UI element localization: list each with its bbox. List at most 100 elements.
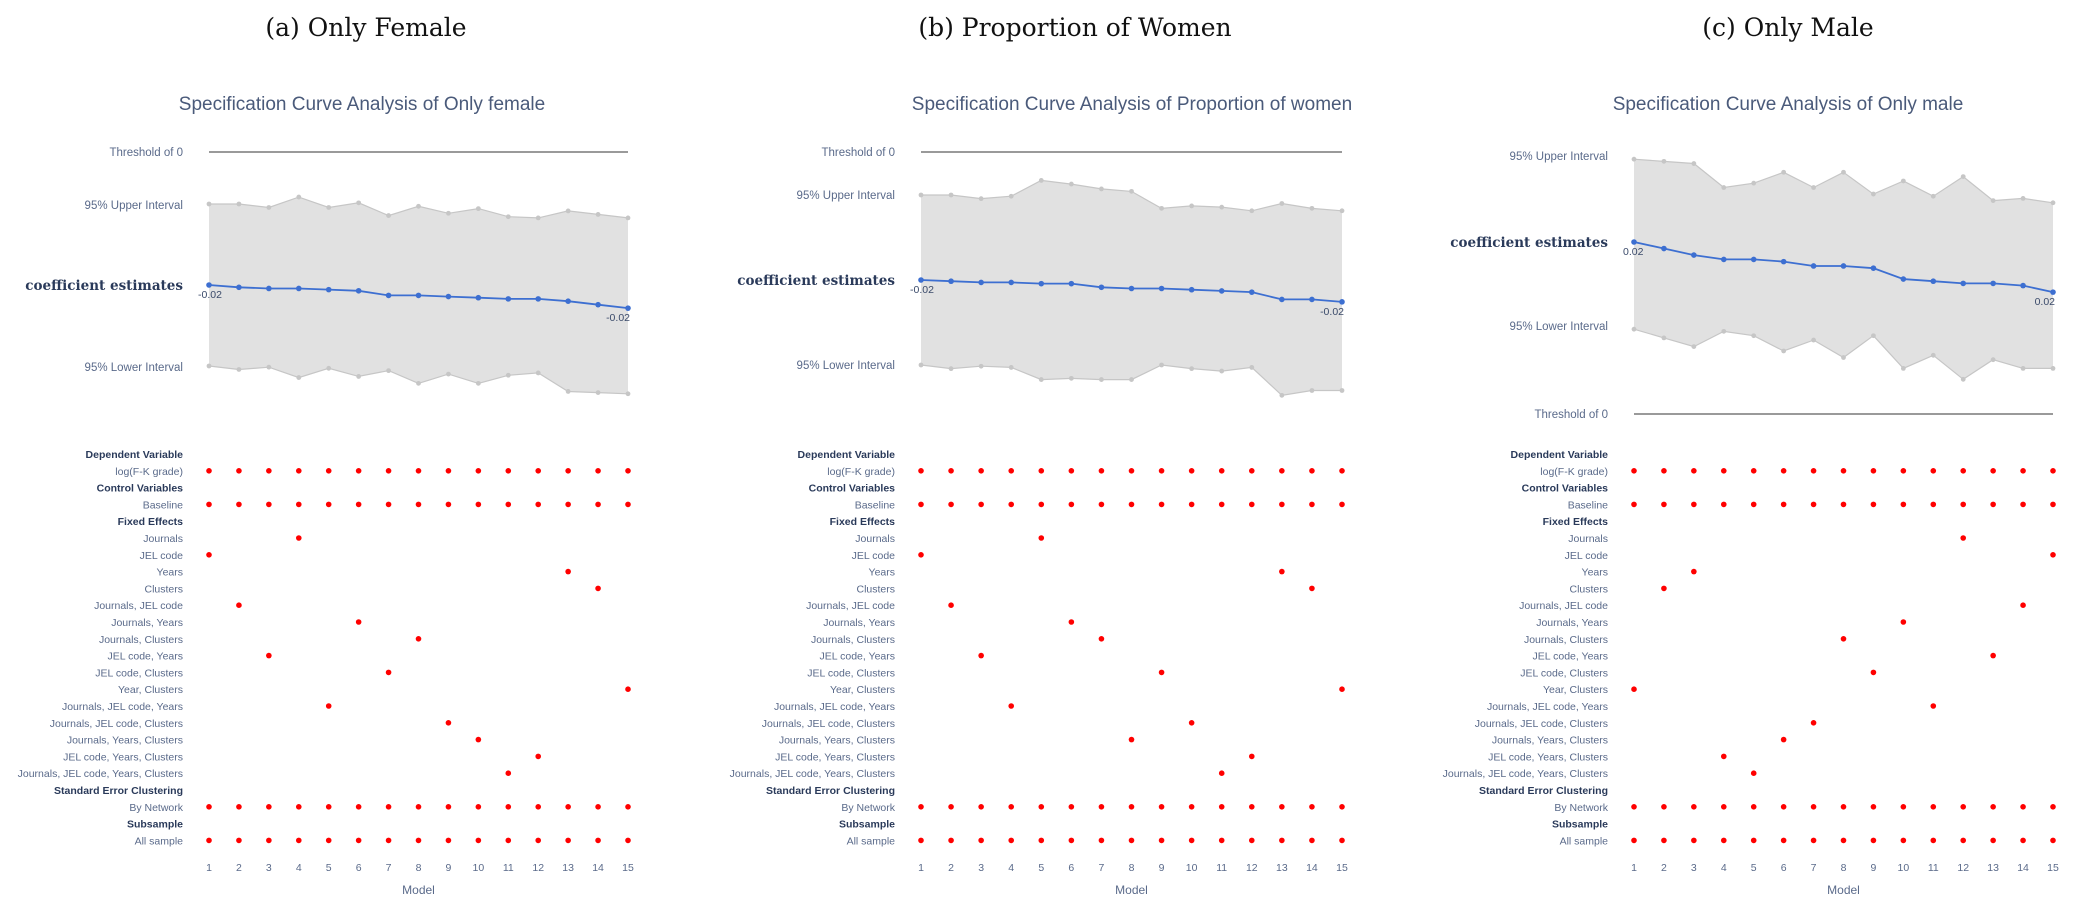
x-tick-label: 4: [296, 862, 302, 874]
spec-dot: [1930, 837, 1937, 844]
spec-group-header: Dependent Variable: [1511, 449, 1609, 461]
spec-dot: [1098, 837, 1105, 844]
spec-dot: [1720, 753, 1727, 760]
spec-group-header: Standard Error Clustering: [54, 785, 183, 797]
spec-dot: [1218, 501, 1225, 508]
spec-row-label: Clusters: [1569, 583, 1608, 595]
spec-dot: [1248, 468, 1255, 474]
spec-row-label: Journals, Clusters: [99, 634, 183, 646]
coefficient-point: [1840, 263, 1847, 269]
spec-group-header: Subsample: [127, 819, 183, 831]
x-tick-label: 2: [948, 862, 954, 874]
spec-dot: [948, 468, 954, 474]
lower-interval-line-point: [1930, 352, 1936, 358]
x-tick-label: 14: [1306, 862, 1318, 874]
spec-row-label: Journals, Years, Clusters: [1492, 735, 1608, 747]
spec-dot: [1309, 468, 1315, 474]
spec-row-label: Journals, JEL code, Years: [774, 701, 895, 713]
spec-dot: [2050, 837, 2056, 844]
lower-interval-line-point: [1631, 326, 1637, 332]
lower-interval-line-point: [386, 368, 391, 374]
spec-dot: [1128, 501, 1135, 508]
spec-dot: [1661, 468, 1667, 474]
spec-row-label: JEL code, Clusters: [807, 667, 895, 679]
panel-3: (c) Only Male Specification Curve Analysi…: [1443, 13, 2059, 897]
upper-interval-line-point: [1279, 201, 1285, 206]
upper-interval-line-point: [326, 205, 332, 210]
spec-row-label: Baseline: [1568, 499, 1608, 511]
spec-dot: [1930, 501, 1937, 508]
lower-interval-line-point: [1811, 337, 1816, 343]
coefficient-point: [475, 294, 482, 301]
spec-row-label: All sample: [847, 835, 896, 847]
coefficient-point: [1691, 252, 1697, 258]
spec-dot: [948, 501, 954, 508]
lower-interval-line-point: [1099, 377, 1104, 382]
x-tick-label: 7: [386, 862, 392, 874]
spec-dot: [535, 501, 542, 508]
chart-title: Specification Curve Analysis of Proporti…: [912, 94, 1352, 115]
spec-dot: [206, 468, 212, 474]
spec-dot: [2050, 468, 2056, 474]
spec-dot: [385, 804, 392, 810]
upper-interval-line-point: [1871, 191, 1876, 197]
spec-dot: [595, 585, 601, 592]
spec-row-label: JEL code: [852, 550, 896, 562]
spec-dot: [295, 468, 302, 474]
spec-dot: [295, 804, 302, 810]
spec-dot: [295, 535, 302, 541]
spec-dot: [325, 468, 332, 474]
lower-interval-line-point: [475, 380, 481, 386]
spec-dot: [978, 468, 984, 474]
upper-interval-line-point: [1189, 203, 1195, 209]
spec-dot: [1720, 501, 1727, 508]
spec-dot: [1780, 736, 1787, 743]
spec-dot: [1038, 804, 1045, 810]
start-value-label: -0.02: [910, 284, 934, 296]
spec-dot: [1750, 804, 1757, 810]
spec-dot: [415, 804, 422, 810]
spec-dot: [1631, 686, 1637, 692]
spec-dot: [1870, 804, 1877, 810]
x-tick-label: 13: [1987, 862, 1999, 874]
upper-interval-line-point: [1900, 178, 1906, 184]
spec-dot: [1691, 804, 1697, 810]
lower-interval-line-point: [2020, 366, 2026, 371]
spec-dot: [1008, 804, 1015, 810]
spec-dot: [1631, 468, 1637, 474]
spec-dot: [1990, 804, 1996, 810]
lower-interval-line-point: [1960, 376, 1966, 382]
spec-dot: [1309, 837, 1315, 844]
spec-dot: [1218, 837, 1225, 844]
spec-dot: [2020, 468, 2026, 474]
lower-interval-line-point: [1008, 365, 1014, 370]
spec-dot: [1990, 837, 1996, 844]
x-tick-label: 10: [473, 862, 485, 874]
spec-row-label: Journals, Years: [1536, 617, 1608, 629]
spec-dot: [948, 837, 954, 844]
x-tick-label: 5: [326, 862, 332, 874]
x-tick-label: 13: [562, 862, 574, 874]
upper-interval-line-point: [1631, 156, 1637, 162]
upper-interval-line-point: [1691, 161, 1697, 166]
coefficient-point: [1098, 284, 1105, 291]
spec-dot: [1188, 501, 1195, 508]
coefficient-point: [266, 285, 272, 292]
lower-interval-line-point: [948, 366, 954, 372]
x-tick-label: 5: [1038, 862, 1044, 874]
spec-dot: [1128, 736, 1135, 743]
x-tick-label: 7: [1811, 862, 1817, 874]
spec-dot: [1780, 501, 1787, 508]
x-tick-label: 14: [592, 862, 604, 874]
end-value-label: 0.02: [2035, 296, 2056, 308]
spec-dot: [266, 468, 272, 474]
spec-dot: [1188, 804, 1195, 810]
spec-row-label: Journals, JEL code, Years: [1487, 701, 1608, 713]
spec-dot: [385, 669, 392, 676]
spec-dot: [1810, 468, 1817, 474]
spec-dot: [1279, 804, 1285, 810]
spec-dot: [1750, 501, 1757, 508]
spec-row-label: Journals, JEL code: [806, 600, 895, 612]
lower-interval-line-point: [1339, 388, 1345, 393]
spec-dot: [1279, 837, 1285, 844]
